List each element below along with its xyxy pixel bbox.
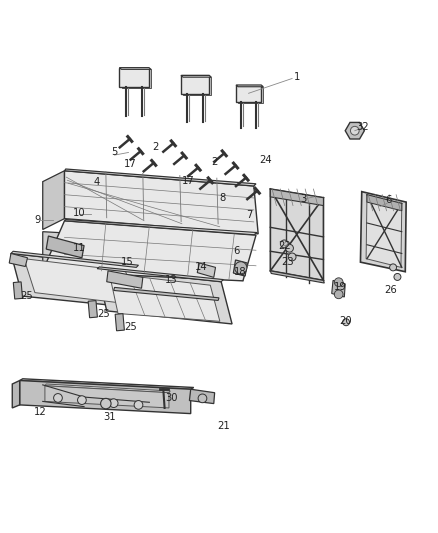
Polygon shape [119,68,151,69]
Polygon shape [189,389,215,403]
Polygon shape [11,254,149,309]
Circle shape [350,126,359,135]
Polygon shape [121,69,151,88]
Circle shape [134,400,143,409]
Polygon shape [46,236,84,258]
Text: 25: 25 [97,309,110,319]
Polygon shape [110,273,220,321]
Polygon shape [270,189,323,206]
Polygon shape [119,68,149,87]
Polygon shape [43,232,243,280]
Polygon shape [270,189,323,280]
Text: 15: 15 [121,257,134,267]
Circle shape [198,394,207,403]
Text: 17: 17 [124,159,136,169]
Polygon shape [97,269,232,324]
Text: 32: 32 [356,122,369,132]
Text: 10: 10 [73,208,85,219]
Text: 8: 8 [219,193,226,203]
Polygon shape [366,195,402,268]
Polygon shape [45,384,170,393]
Polygon shape [20,379,194,389]
Polygon shape [64,169,256,186]
Circle shape [334,278,343,287]
Circle shape [334,290,343,298]
Text: 6: 6 [233,246,240,256]
Polygon shape [115,313,124,331]
Polygon shape [9,254,28,266]
Text: 17: 17 [182,176,195,186]
Circle shape [235,262,247,274]
Text: 25: 25 [20,291,33,301]
Text: 6: 6 [385,196,392,205]
Polygon shape [43,221,256,281]
Polygon shape [236,85,263,87]
Polygon shape [20,381,191,414]
Polygon shape [64,171,258,234]
Text: 12: 12 [34,407,47,417]
Polygon shape [197,263,215,277]
Text: 21: 21 [217,421,230,431]
Text: 18: 18 [234,266,247,277]
Text: 5: 5 [111,148,118,157]
Text: 13: 13 [165,274,177,285]
Polygon shape [97,267,223,282]
Circle shape [53,393,62,402]
Polygon shape [24,259,136,305]
Text: 2: 2 [212,157,218,167]
Text: 14: 14 [195,262,208,272]
Text: 31: 31 [103,411,116,422]
Polygon shape [183,77,212,95]
Polygon shape [64,220,257,235]
Text: 7: 7 [246,210,253,220]
Text: 11: 11 [73,243,86,253]
Circle shape [110,399,118,408]
Circle shape [343,319,350,326]
Polygon shape [88,301,97,318]
Polygon shape [181,76,209,94]
Text: 3: 3 [301,194,307,204]
Polygon shape [236,85,261,102]
Circle shape [101,398,111,409]
Polygon shape [270,271,324,283]
Circle shape [280,240,288,248]
Circle shape [394,273,401,280]
Text: 30: 30 [165,393,177,403]
Polygon shape [45,386,169,408]
Polygon shape [345,123,364,139]
Circle shape [286,244,293,252]
Circle shape [78,396,86,405]
Text: 2: 2 [153,142,159,152]
Text: 25: 25 [124,321,137,332]
Polygon shape [12,381,20,408]
Polygon shape [360,192,406,272]
Text: 19: 19 [334,282,346,293]
Circle shape [288,253,296,261]
Circle shape [390,264,396,271]
Polygon shape [43,171,64,230]
Text: 22: 22 [278,240,291,251]
Text: 9: 9 [34,215,40,225]
Polygon shape [114,287,219,301]
Polygon shape [13,282,22,299]
Text: 1: 1 [294,72,300,82]
Text: 23: 23 [282,257,294,267]
Text: 20: 20 [339,316,352,326]
Polygon shape [367,195,402,211]
Polygon shape [181,76,212,77]
Text: 24: 24 [259,155,272,165]
Polygon shape [332,280,345,297]
Polygon shape [107,271,143,288]
Polygon shape [238,87,263,103]
Text: 4: 4 [94,176,100,187]
Text: 26: 26 [385,285,397,295]
Polygon shape [233,260,247,276]
Polygon shape [11,251,138,268]
